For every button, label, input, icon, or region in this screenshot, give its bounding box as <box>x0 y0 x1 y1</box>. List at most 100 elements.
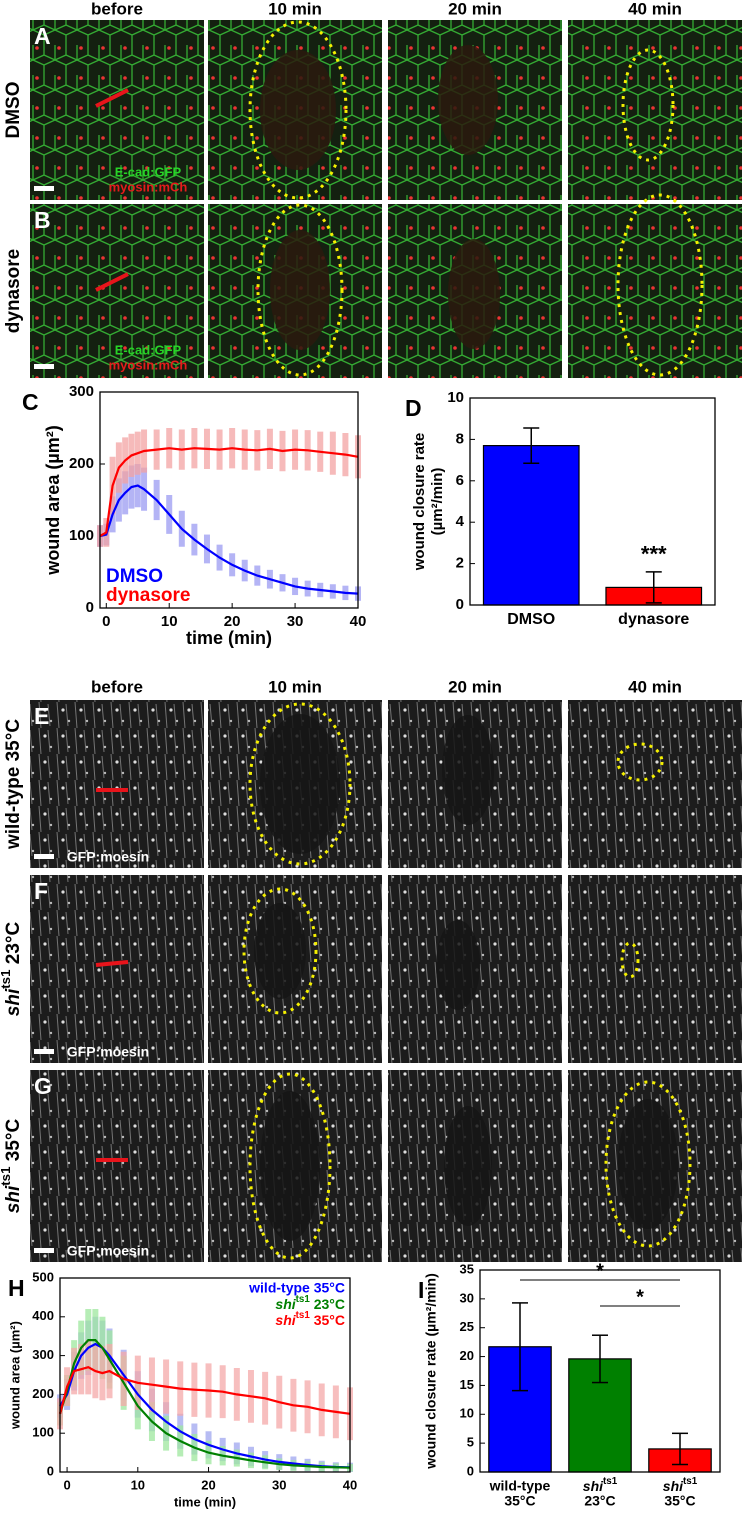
text-part: ts1 <box>296 1310 311 1321</box>
y-tick-label: 4 <box>456 513 465 530</box>
text-part: shi <box>663 1478 684 1494</box>
wound-outline <box>604 1080 692 1248</box>
column-header: before <box>91 0 143 18</box>
x-tick-label: 40 <box>350 613 367 630</box>
plot-frame <box>469 397 716 606</box>
wound-outline <box>256 203 344 377</box>
plot-frame <box>59 1277 351 1473</box>
column-header: 20 min <box>448 677 502 696</box>
scale-bar <box>34 854 54 859</box>
y-axis-label: wound area (µm²) <box>43 425 63 575</box>
micrograph-texture <box>30 20 204 200</box>
wound-outline <box>248 1072 332 1260</box>
wound-outline <box>248 702 352 866</box>
y-tick-label: 10 <box>460 1406 474 1421</box>
scale-bar <box>34 1049 54 1054</box>
wound-hole <box>438 45 498 155</box>
stain-label: GFP:moesin <box>67 849 149 865</box>
y-tick-label: 100 <box>69 527 94 544</box>
row-label: dynasore <box>3 249 24 333</box>
column-header: 10 min <box>268 677 322 696</box>
x-tick-label: wild-type <box>489 1478 551 1494</box>
micrograph-texture <box>30 875 204 1063</box>
x-tick-label: 30 <box>272 1477 286 1492</box>
column-header: 10 min <box>268 0 322 18</box>
wound-hole <box>618 1099 678 1229</box>
x-tick-label: 40 <box>343 1477 357 1492</box>
y-tick-label: 300 <box>69 383 94 400</box>
row-label: DMSO <box>3 82 24 139</box>
x-tick-label: 35°C <box>504 1493 535 1509</box>
plot-frame <box>479 1269 721 1473</box>
wound-hole <box>448 239 500 349</box>
wound-outline <box>616 742 664 782</box>
stain-label: myosin:mCh <box>109 179 188 194</box>
wound-hole <box>260 50 336 170</box>
series-line <box>99 447 359 537</box>
panel-letter: C <box>22 389 39 415</box>
series-line <box>58 1339 351 1469</box>
column-header: before <box>91 677 143 696</box>
x-tick-label: 10 <box>131 1477 145 1492</box>
scale-bar <box>34 186 54 191</box>
micrograph-texture <box>30 204 204 378</box>
column-header: 40 min <box>628 0 682 18</box>
micrograph-texture <box>568 875 742 1063</box>
legend-label: shits1 35°C <box>275 1310 345 1328</box>
legend-label: shits1 23°C <box>275 1294 345 1312</box>
column-header: 40 min <box>628 677 682 696</box>
ablation-line <box>95 960 129 967</box>
wound-hole <box>444 1106 492 1226</box>
text-part: 35°C <box>310 1312 345 1328</box>
text-part: shi <box>275 1296 296 1312</box>
row-label: shits1 23°C <box>0 922 24 1017</box>
stain-label: GFP:moesin <box>67 1243 149 1259</box>
row-label: wild-type 35°C <box>3 719 24 850</box>
row-label: shits1 35°C <box>0 1119 24 1214</box>
text-part: shi <box>583 1478 604 1494</box>
y-tick-label: 0 <box>86 599 94 616</box>
x-tick-label: 30 <box>287 613 304 630</box>
wound-outline <box>616 193 704 377</box>
wound-hole <box>260 1091 320 1241</box>
x-tick-label: dynasore <box>618 611 689 628</box>
panel-letter: B <box>34 207 51 233</box>
x-tick-label: 20 <box>224 613 241 630</box>
series-line <box>58 1366 351 1415</box>
significance: * <box>596 1260 604 1282</box>
series-line <box>59 1342 351 1469</box>
text-part: ts1 <box>0 1166 13 1186</box>
y-tick-label: 2 <box>456 555 464 572</box>
y-axis-label: wound area (µm²) <box>7 1321 22 1430</box>
y-tick-label: 25 <box>460 1319 474 1334</box>
y-tick-label: 0 <box>456 596 464 613</box>
panel-letter: I <box>418 1277 424 1303</box>
panel-letter: F <box>34 878 48 904</box>
micrograph-texture <box>30 1070 204 1262</box>
bar <box>482 445 580 606</box>
significance: * <box>636 1286 644 1308</box>
legend-label: dynasore <box>106 585 190 606</box>
text-part: shi <box>3 1185 24 1213</box>
y-tick-label: 20 <box>460 1348 474 1363</box>
scale-bar <box>34 364 54 369</box>
y-tick-label: 0 <box>47 1463 54 1478</box>
x-tick-label: 23°C <box>584 1493 615 1509</box>
text-part: shi <box>275 1312 296 1328</box>
y-tick-label: 0 <box>467 1463 474 1478</box>
wound-outline <box>242 887 318 1015</box>
y-tick-label: 15 <box>460 1377 474 1392</box>
x-tick-label: 0 <box>102 613 110 630</box>
stain-label: myosin:mCh <box>109 357 188 372</box>
y-tick-label: 400 <box>32 1308 54 1323</box>
micrograph-texture <box>568 700 742 868</box>
ablation-line <box>95 272 129 292</box>
text-part: ts1 <box>683 1476 698 1487</box>
text-part: 23°C <box>310 1296 345 1312</box>
x-tick-label: 0 <box>63 1477 70 1492</box>
text-part: ts1 <box>296 1294 311 1305</box>
y-axis-label: (µm²/min) <box>429 468 446 536</box>
plot-frame <box>99 391 359 609</box>
wound-hole <box>254 903 306 999</box>
